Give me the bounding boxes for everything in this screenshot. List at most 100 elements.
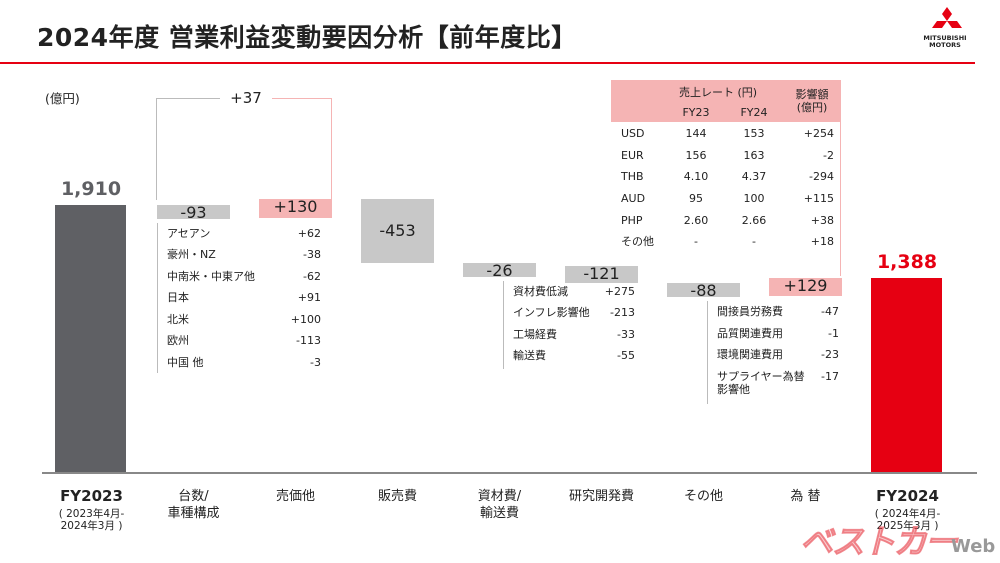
fx-header-impact: 影響額 (億円)	[795, 88, 829, 114]
fx-cell-fy23: 156	[685, 148, 707, 162]
fx-col-fy24: FY24	[740, 106, 768, 119]
category-label-3: 販売費	[341, 488, 454, 505]
breakdown-list-step-6: 間接員労務費 -47 品質関連費用 -1 環境関連費用 -23 サプライヤー為替 影響他 -1…	[707, 301, 845, 402]
fx-cell-cur: THB	[621, 170, 644, 184]
fx-cell-fy24: -	[752, 235, 756, 249]
breakdown-name: 欧州	[167, 334, 189, 348]
bar-fy2023	[55, 204, 126, 472]
breakdown-value: -1	[828, 326, 839, 340]
breakdown-divider-step-1	[157, 222, 158, 374]
category-label-6: その他	[647, 488, 760, 505]
breakdown-value: -47	[821, 305, 839, 319]
breakdown-row: 中国 他 -3	[157, 352, 327, 374]
breakdown-name: 品質関連費用	[717, 326, 783, 340]
page-title: 2024年度 営業利益変動要因分析【前年度比】	[37, 23, 577, 52]
breakdown-value: -213	[610, 306, 635, 320]
bracket-top-grey	[156, 98, 220, 99]
breakdown-value: -113	[296, 334, 321, 348]
fx-cell-fy23: 2.60	[683, 213, 709, 227]
fx-row: AUD 95 100 +115	[611, 188, 840, 210]
bar-label-step-6: -88	[690, 281, 717, 301]
fx-cell-impact: -294	[809, 170, 834, 184]
breakdown-row: インフレ影響他 -213	[503, 302, 641, 324]
bar-step-1	[157, 204, 230, 219]
category-text: その他	[683, 489, 723, 504]
bar-label-step-4: -26	[486, 260, 513, 280]
breakdown-value: +100	[290, 312, 321, 326]
fx-table-body: USD 144 153 +254 EUR 156 163 -2 THB 4.10 4.37 -294 A…	[611, 123, 840, 253]
category-label-5: 研究開発費	[545, 488, 658, 505]
breakdown-name: 日本	[167, 291, 189, 305]
category-text: 資材費/	[477, 489, 522, 504]
fx-cell-cur: その他	[621, 235, 654, 249]
breakdown-name: アセアン	[167, 226, 211, 240]
breakdown-divider-step-6	[707, 301, 708, 404]
breakdown-row: 環境関連費用 -23	[707, 344, 845, 366]
bar-fy2024	[871, 277, 942, 472]
breakdown-row: 工場経費 -33	[503, 324, 641, 346]
breakdown-value: -33	[617, 327, 635, 341]
fx-cell-cur: AUD	[621, 192, 646, 206]
breakdown-row: 日本 +91	[157, 287, 327, 309]
bar-label-fy2024: 1,388	[876, 250, 938, 273]
fx-row: その他 - - +18	[611, 231, 840, 253]
category-label-1: 台数/車種構成	[137, 488, 250, 522]
breakdown-list-step-4: 資材費低減 +275 インフレ影響他 -213 工場経費 -33 輸送費 -55	[503, 281, 641, 367]
breakdown-value: -23	[821, 348, 839, 362]
category-text: FY2023	[60, 487, 123, 505]
bracket-top-pink	[272, 98, 332, 99]
breakdown-row: 輸送費 -55	[503, 345, 641, 367]
breakdown-name: 資材費低減	[513, 284, 568, 298]
fx-cell-impact: +38	[810, 213, 834, 227]
bar-step-7	[769, 277, 842, 296]
fx-row: PHP 2.60 2.66 +38	[611, 210, 840, 232]
fx-cell-fy24: 2.66	[741, 213, 767, 227]
category-text: 車種構成	[167, 506, 220, 521]
period-line: 2024年3月 )	[60, 520, 123, 532]
fx-cell-cur: USD	[621, 127, 645, 140]
period-line: 2025年3月 )	[876, 520, 939, 532]
bar-step-4	[463, 262, 536, 277]
breakdown-name: 中国 他	[167, 355, 204, 369]
breakdown-row: 資材費低減 +275	[503, 281, 641, 303]
fx-cell-cur: PHP	[621, 213, 643, 227]
logo-wordmark: MITSUBISHI MOTORS	[923, 34, 967, 49]
title-underline	[0, 62, 975, 64]
bar-step-3	[361, 199, 434, 263]
bar-label-step-1: -93	[180, 202, 207, 222]
breakdown-value: -17	[821, 369, 839, 383]
category-text: 為 替	[790, 489, 821, 504]
breakdown-row: サプライヤー為替 影響他 -17	[707, 366, 845, 402]
fx-cell-impact: +254	[803, 127, 834, 140]
category-text: 輸送費	[479, 506, 519, 521]
fx-col-fy23: FY23	[682, 106, 710, 119]
bar-step-2	[259, 199, 332, 218]
fx-cell-fy24: 163	[743, 148, 765, 162]
category-label-2: 売価他	[239, 488, 352, 505]
breakdown-value: +275	[604, 284, 635, 298]
category-text: 台数/	[178, 489, 209, 504]
breakdown-value: -3	[310, 355, 321, 369]
fx-cell-fy24: 4.37	[741, 170, 767, 184]
breakdown-name: 環境関連費用	[717, 348, 783, 362]
category-label-4: 資材費/輸送費	[443, 488, 556, 522]
fx-row: THB 4.10 4.37 -294	[611, 166, 840, 188]
period-line: ( 2023年4月-	[58, 508, 125, 520]
bestcar-watermark: ベストカー	[800, 522, 959, 562]
breakdown-name: 北米	[167, 312, 189, 326]
fx-cell-fy23: 4.10	[683, 170, 709, 184]
category-label-7: 為 替	[749, 488, 862, 505]
breakdown-row: アセアン +62	[157, 223, 327, 245]
combined-label: +37	[230, 89, 262, 107]
breakdown-value: +62	[297, 226, 321, 240]
category-text: FY2024	[876, 487, 939, 505]
category-label-0: FY2023 ( 2023年4月- 2024年3月 )	[35, 487, 148, 533]
bracket-right-pink	[331, 98, 332, 200]
breakdown-value: +91	[297, 291, 321, 305]
bar-step-6	[667, 283, 740, 298]
fx-row: EUR 156 163 -2	[611, 145, 840, 167]
breakdown-row: 中南米・中東ア他 -62	[157, 266, 327, 288]
breakdown-value: -55	[617, 349, 635, 363]
fx-cell-impact: +115	[803, 192, 834, 206]
